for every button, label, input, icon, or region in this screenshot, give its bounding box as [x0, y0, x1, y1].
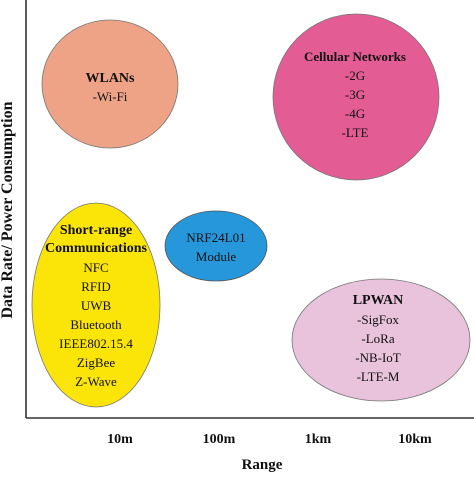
short-range-item: ZigBee — [77, 355, 115, 370]
cellular-item: -3G — [345, 87, 365, 102]
nrf-group: NRF24L01 Module — [164, 210, 268, 282]
short-range-ellipse — [31, 202, 161, 408]
lpwan-group: LPWAN -SigFox -LoRa -NB-IoT -LTE-M — [291, 278, 471, 402]
x-tick-label: 10m — [107, 432, 133, 447]
x-axis-label: Range — [242, 457, 283, 473]
wlan-item: -Wi-Fi — [93, 89, 128, 104]
short-range-item: Z-Wave — [75, 374, 117, 389]
short-range-title-line1: Short-range — [60, 223, 132, 238]
short-range-title-line2: Communications — [45, 241, 147, 256]
nrf-ellipse — [164, 210, 268, 282]
short-range-item: NFC — [83, 260, 108, 275]
lpwan-item: -NB-IoT — [355, 350, 401, 365]
nrf-item: Module — [196, 249, 237, 264]
short-range-item: RFID — [81, 279, 111, 294]
y-axis-label: Data Rate/ Power Consumption — [0, 101, 16, 318]
cellular-ellipse — [272, 13, 440, 181]
lpwan-item: -LoRa — [361, 331, 394, 346]
cellular-item: -LTE — [342, 125, 369, 140]
lpwan-title: LPWAN — [353, 293, 404, 308]
cellular-group: Cellular Networks -2G -3G -4G -LTE — [272, 13, 440, 181]
lpwan-item: -LTE-M — [357, 369, 400, 384]
cellular-item: -2G — [345, 68, 365, 83]
nrf-title: NRF24L01 — [186, 230, 245, 245]
short-range-item: UWB — [81, 298, 112, 313]
x-tick-label: 10km — [398, 432, 432, 447]
lpwan-ellipse — [291, 278, 471, 402]
cellular-title: Cellular Networks — [304, 49, 406, 64]
short-range-item: IEEE802.15.4 — [59, 336, 133, 351]
x-tick-label: 1km — [305, 432, 332, 447]
short-range-item: Bluetooth — [70, 317, 122, 332]
wlan-group: WLANs -Wi-Fi — [41, 19, 179, 149]
cellular-item: -4G — [345, 106, 365, 121]
short-range-group: Short-range Communications NFC RFID UWB … — [31, 202, 161, 408]
wlan-title: WLANs — [85, 71, 135, 86]
x-tick-label: 100m — [203, 432, 236, 447]
wlan-ellipse — [41, 19, 179, 149]
lpwan-item: -SigFox — [357, 312, 399, 327]
